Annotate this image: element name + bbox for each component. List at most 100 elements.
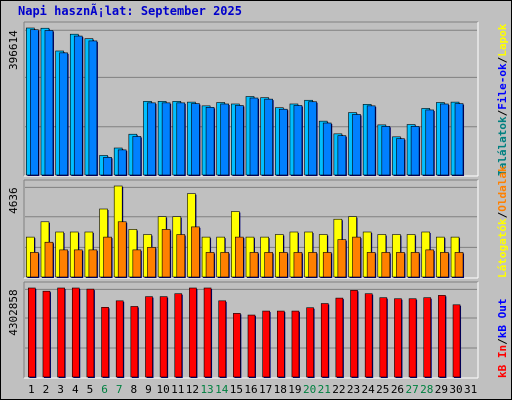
x-tick-label: 19 (288, 383, 301, 396)
files-bar (278, 108, 288, 176)
x-tick-label: 16 (244, 383, 257, 396)
files-bar (264, 98, 273, 176)
kb-bar (335, 297, 344, 378)
x-tick-label: 29 (435, 383, 448, 396)
files-bar (176, 102, 186, 176)
kb-bar (438, 295, 446, 378)
visits-bar (147, 247, 156, 278)
kb-bar (28, 287, 36, 378)
visits-bar (308, 252, 317, 278)
kb-bar (233, 313, 241, 378)
visits-bar (249, 252, 259, 278)
x-tick-label: 8 (131, 383, 138, 396)
kb-bar (159, 296, 168, 378)
visits-bar (132, 249, 142, 278)
x-tick-label: 31 (464, 383, 477, 396)
visits-bar (366, 252, 376, 278)
visits-bar (337, 239, 347, 278)
files-bar (59, 52, 68, 176)
right-legend-part: Oldalak (496, 165, 509, 212)
visits-bar (161, 229, 171, 278)
kb-bar (42, 290, 51, 378)
kb-bar (115, 300, 124, 378)
x-tick-label: 3 (57, 383, 64, 396)
files-bar (235, 105, 244, 176)
x-tick-label: 4 (72, 383, 79, 396)
kb-bar (423, 297, 432, 378)
x-tick-label: 28 (420, 383, 433, 396)
kb-bar (189, 287, 197, 378)
files-bar (191, 103, 200, 176)
chart-bars (26, 27, 465, 378)
files-bar (366, 105, 376, 176)
files-bar (132, 136, 142, 176)
files-bar (293, 105, 303, 176)
files-bar (103, 157, 112, 176)
right-legend-part: File-ok (496, 63, 509, 110)
visits-bar (410, 252, 420, 278)
files-bar (322, 122, 332, 176)
visits-bar (44, 241, 54, 278)
visits-bar (205, 252, 215, 278)
kb-bar (320, 303, 329, 378)
visits-bar (117, 221, 127, 278)
kb-bar (350, 290, 358, 378)
kb-bar (86, 288, 95, 378)
kb-bar (262, 310, 270, 378)
x-tick-label: 15 (230, 383, 243, 396)
x-tick-label: 17 (259, 383, 272, 396)
right-legend-part: Találatok (496, 116, 509, 176)
visits-bar (220, 252, 230, 278)
right-legend-part: / (496, 211, 509, 218)
files-bar (249, 97, 259, 176)
files-bar (73, 35, 83, 176)
right-legend-part: / (496, 109, 509, 116)
right-legend-part: kB Out (496, 299, 509, 339)
right-legend-part: / (496, 56, 509, 63)
kb-bar (276, 310, 285, 378)
y-max-label: 4302858 (7, 289, 20, 335)
x-tick-label: 13 (200, 383, 213, 396)
x-tick-label: 9 (145, 383, 152, 396)
files-bar (161, 102, 171, 176)
kb-bar (145, 296, 153, 378)
x-tick-label: 24 (362, 383, 376, 396)
x-tick-label: 30 (449, 383, 462, 396)
files-bar (308, 101, 317, 176)
right-legend-part: kB In (496, 345, 509, 378)
kb-bar (57, 287, 65, 378)
visits-bar (103, 236, 112, 278)
visits-bar (235, 236, 244, 278)
right-legend-part: / (496, 338, 509, 345)
files-bar (454, 103, 464, 176)
files-bar (30, 29, 39, 176)
visits-bar (30, 252, 39, 278)
kb-bar (71, 287, 80, 378)
files-bar (117, 149, 127, 176)
kb-bar (306, 307, 314, 378)
x-tick-label: 7 (116, 383, 123, 396)
x-tick-label: 11 (171, 383, 184, 396)
x-tick-label: 10 (157, 383, 170, 396)
files-bar (220, 103, 230, 176)
visits-bar (322, 252, 332, 278)
x-tick-label: 20 (303, 383, 316, 396)
visits-bar (73, 249, 83, 278)
x-tick-label: 21 (318, 383, 331, 396)
files-bar (352, 114, 361, 176)
kb-bar (203, 287, 212, 378)
files-bar (425, 109, 435, 176)
visits-bar (176, 234, 186, 278)
visits-bar (278, 252, 288, 278)
right-legend-part: Látogatók (496, 218, 509, 278)
x-tick-label: 25 (376, 383, 389, 396)
files-bar (337, 135, 347, 176)
kb-bar (452, 304, 461, 378)
x-tick-label: 2 (43, 383, 50, 396)
right-legend-label: Látogatók/Oldalak (496, 165, 509, 278)
files-bar (410, 126, 420, 176)
files-bar (381, 126, 391, 176)
visits-bar (352, 236, 361, 278)
files-bar (147, 102, 156, 176)
